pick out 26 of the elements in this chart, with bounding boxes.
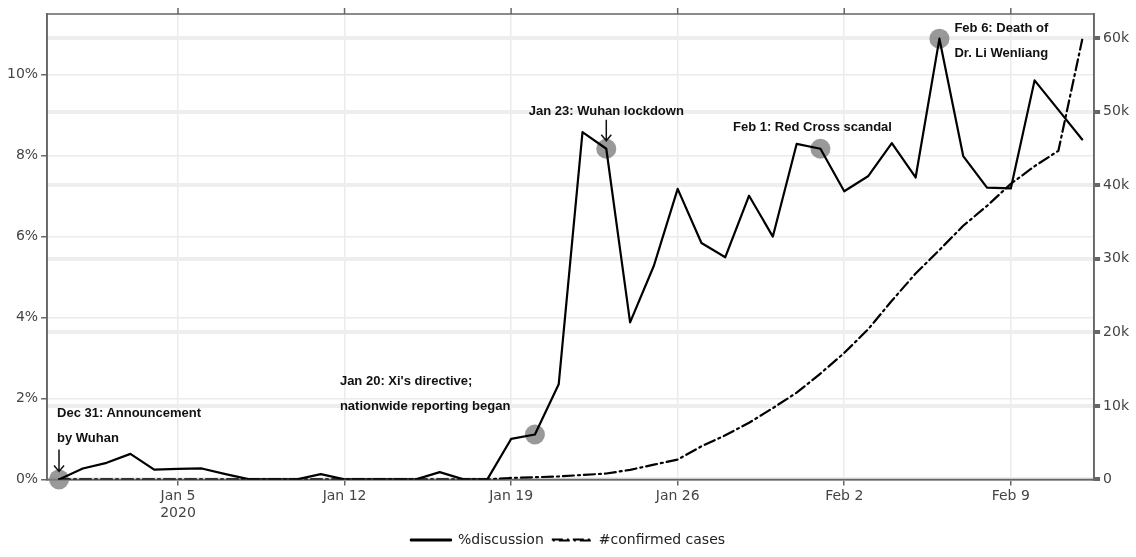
legend-label: %discussion [457,530,544,547]
annotation: Dec 31: Announcement by Wuhan [57,404,202,445]
y-tick-label: 2% [15,389,39,406]
y2-tick-label: 50k [1103,102,1130,119]
y2-tick-label: 0 [1103,470,1112,487]
y2-tick-label: 20k [1103,322,1130,339]
x-tick-label: Feb 9 [991,487,1030,504]
y-tick-label: 10% [6,65,39,82]
y2-tick-label: 30k [1103,249,1130,266]
x-tick-label: Jan 12 [321,487,367,504]
y2-tick-label: 40k [1103,175,1130,192]
annotation: Jan 23: Wuhan lockdown [528,103,684,119]
x-tick-label: Jan 19 [488,487,534,504]
annotation: Jan 20: Xi's directive; nationwide reporting began [339,373,511,414]
annotation: Feb 6: Death of Dr. Li Wenliang [954,20,1049,61]
y-tick-label: 6% [15,227,39,244]
x-tick-label: Feb 2 [825,487,864,504]
y2-tick-label: 60k [1103,28,1130,45]
legend-label: #confirmed cases [598,530,726,547]
y-tick-label: 8% [15,146,39,163]
y-tick-label: 0% [15,470,39,487]
x-tick-label: Jan 5 2020 [159,487,196,521]
y2-tick-label: 10k [1103,396,1130,413]
annotation: Feb 1: Red Cross scandal [732,119,892,135]
y-tick-label: 4% [15,308,39,325]
x-tick-label: Jan 26 [654,487,700,504]
